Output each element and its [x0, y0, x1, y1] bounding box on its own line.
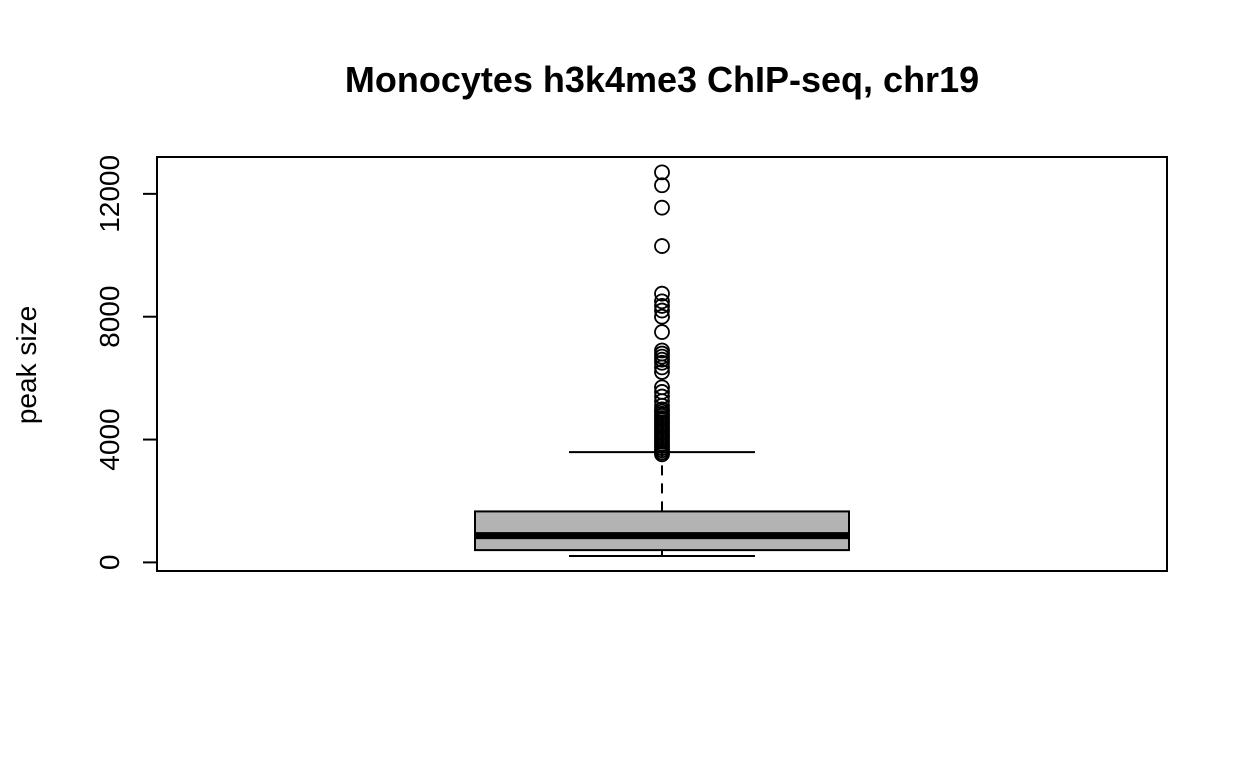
outlier-point: [654, 177, 670, 194]
outlier-point: [654, 302, 670, 319]
outlier-points: [654, 164, 670, 463]
y-tick-label: 0: [94, 555, 125, 571]
outlier-point: [654, 324, 670, 340]
y-axis-ticks: 0 4000 8000 12000: [94, 155, 157, 570]
y-tick-label: 12000: [94, 155, 125, 233]
outlier-point: [654, 401, 670, 418]
outlier-point: [654, 384, 670, 400]
outlier-point: [654, 298, 670, 314]
outlier-point: [654, 199, 670, 216]
box-group: [474, 451, 850, 557]
outlier-point: [654, 238, 670, 254]
iqr-box: [474, 510, 850, 552]
outlier-point: [654, 364, 670, 380]
outlier-point: [654, 164, 670, 181]
outlier-point: [654, 342, 670, 359]
chart-title: Monocytes h3k4me3 ChIP-seq, chr19: [345, 59, 979, 100]
y-tick-label: 4000: [94, 408, 125, 470]
outlier-point: [654, 293, 670, 310]
outlier-point: [654, 285, 670, 302]
outlier-point: [654, 379, 670, 396]
outlier-point: [654, 308, 670, 325]
y-axis-label: peak size: [11, 306, 42, 424]
outlier-point: [654, 388, 670, 405]
y-tick-label: 8000: [94, 286, 125, 348]
